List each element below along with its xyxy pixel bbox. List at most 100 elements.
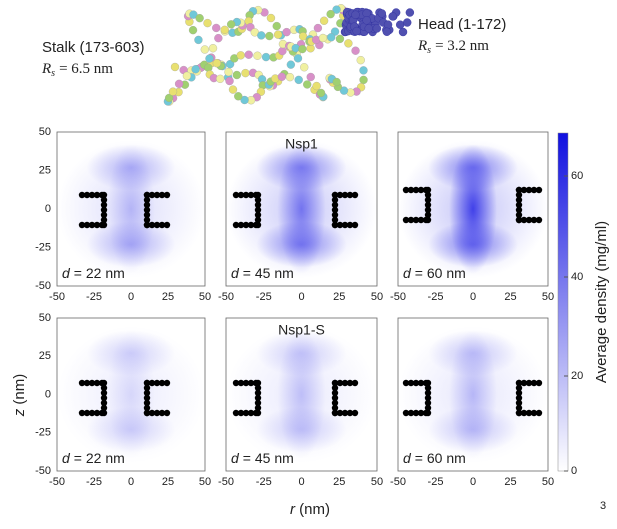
pore-bead xyxy=(525,186,533,194)
row-title: Nsp1 xyxy=(285,136,318,152)
pore-bead xyxy=(254,216,262,224)
pore-bead xyxy=(336,221,344,229)
d-value: = 45 nm xyxy=(243,265,294,281)
pore-bead xyxy=(83,191,91,199)
pore-bead xyxy=(515,196,523,204)
pore-bead xyxy=(143,206,151,214)
residue xyxy=(225,59,235,69)
panel-label: d = 45 nm xyxy=(231,450,294,466)
pore-bead xyxy=(407,379,415,387)
pore-bead xyxy=(143,409,151,417)
head-residue xyxy=(352,26,361,36)
x-tick-label: 25 xyxy=(504,291,516,303)
pore-bead xyxy=(412,409,420,417)
panel-label: d = 22 nm xyxy=(62,265,125,281)
pore-bead xyxy=(331,399,339,407)
pore-bead xyxy=(331,201,339,209)
pore-bead xyxy=(163,221,171,229)
pore-bead xyxy=(163,409,171,417)
residue xyxy=(182,71,192,81)
residue xyxy=(189,10,198,19)
head-name: Head (1-172) xyxy=(418,16,506,33)
pore-bead xyxy=(535,409,543,417)
pore-bead xyxy=(242,409,250,417)
d-symbol: d xyxy=(62,450,71,466)
y-tick-label: -25 xyxy=(35,241,51,253)
d-value: = 22 nm xyxy=(74,265,125,281)
residue xyxy=(356,56,365,65)
pore-bead xyxy=(143,399,151,407)
colorbar-label: Average density (mg/ml) xyxy=(593,221,610,383)
pore-bead xyxy=(254,394,262,402)
pore-bead xyxy=(402,379,410,387)
d-symbol: d xyxy=(403,265,412,281)
pore-bead xyxy=(331,379,339,387)
x-tick-label: -50 xyxy=(390,476,406,488)
pore-bead xyxy=(88,191,96,199)
pore-bead xyxy=(100,404,108,412)
pore-bead xyxy=(525,409,533,417)
pore-bead xyxy=(407,409,415,417)
pore-bead xyxy=(254,399,262,407)
pore-bead xyxy=(242,379,250,387)
pore-bead xyxy=(247,409,255,417)
residue xyxy=(277,72,286,81)
pore-bead xyxy=(100,201,108,209)
pore-bead xyxy=(100,409,108,417)
pore-bead xyxy=(520,409,528,417)
pore-bead xyxy=(331,221,339,229)
residue xyxy=(285,73,295,82)
x-tick-label: 50 xyxy=(199,291,211,303)
pore-bead xyxy=(535,186,543,194)
residue xyxy=(351,46,360,55)
pore-bead xyxy=(100,216,108,224)
density-core xyxy=(449,330,497,459)
head-residue xyxy=(377,9,387,18)
pore-bead xyxy=(341,409,349,417)
pore-bead xyxy=(254,191,262,199)
pore-bead xyxy=(331,409,339,417)
residue xyxy=(224,67,233,77)
heatmap xyxy=(226,325,377,464)
x-tick-label: 0 xyxy=(128,476,134,488)
residue xyxy=(359,66,368,75)
x-tick-label: -25 xyxy=(428,291,444,303)
pore-bead xyxy=(346,191,354,199)
residue xyxy=(240,95,249,105)
panel-frame xyxy=(225,131,378,287)
pore-bead xyxy=(83,409,91,417)
residue xyxy=(236,51,245,60)
panel-frame xyxy=(56,131,206,287)
residue xyxy=(298,44,307,54)
pore-bead xyxy=(530,216,538,224)
pore-bead xyxy=(254,201,262,209)
pore-bead xyxy=(424,409,432,417)
x-tick-label: 50 xyxy=(371,476,383,488)
residue xyxy=(225,76,234,86)
residue xyxy=(294,75,303,85)
pore-bead xyxy=(254,211,262,219)
d-symbol: d xyxy=(231,265,240,281)
y-tick-label: 50 xyxy=(39,312,51,324)
x-tick-label: 25 xyxy=(333,476,345,488)
pore-bead xyxy=(148,191,156,199)
pore-bead xyxy=(341,191,349,199)
pore-bead xyxy=(254,384,262,392)
pore-bead xyxy=(530,409,538,417)
panel-frame xyxy=(56,317,206,472)
pore-bead xyxy=(525,216,533,224)
residue xyxy=(214,34,223,43)
pore-bead xyxy=(100,191,108,199)
pore-bead xyxy=(88,221,96,229)
pore-bead xyxy=(93,221,101,229)
density-core xyxy=(107,330,155,459)
y-tick-label: 0 xyxy=(45,203,51,215)
pore-bead xyxy=(100,196,108,204)
pore-bead xyxy=(232,379,240,387)
x-tick-label: -50 xyxy=(49,291,65,303)
pore-bead xyxy=(424,206,432,214)
x-tick-label: 50 xyxy=(199,476,211,488)
panel-label: d = 45 nm xyxy=(231,265,294,281)
pore-bead xyxy=(143,216,151,224)
pore-bead xyxy=(153,191,161,199)
